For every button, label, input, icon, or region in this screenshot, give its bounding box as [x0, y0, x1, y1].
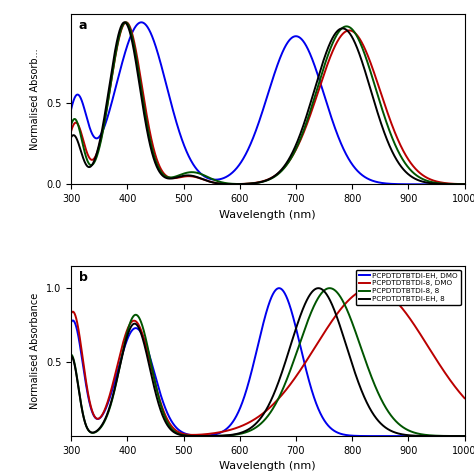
- Y-axis label: Normalised Absorb...: Normalised Absorb...: [30, 48, 40, 150]
- PCPDTDTBTDI-8, 8: [378, 396, 384, 402]
- PCPDTDTBTDI-EH, DMO: [276, 285, 282, 291]
- PCPDTDTBTDI-8, DMO: [462, 395, 467, 401]
- PCPDTDTBTDI-EH, DMO: [68, 319, 74, 325]
- Text: a: a: [79, 19, 88, 32]
- PCPDTDTBTDI-8, DMO: [249, 418, 255, 424]
- PCPDTDTBTDI-8, DMO: [378, 287, 384, 293]
- PCPDTDTBTDI-8, DMO: [88, 405, 94, 410]
- PCPDTDTBTDI-EH, 8: [378, 421, 384, 427]
- PCPDTDTBTDI-8, 8: [68, 352, 74, 357]
- PCPDTDTBTDI-8, 8: [450, 433, 456, 439]
- Legend: PCPDTDTBTDI-EH, DMO, PCPDTDTBTDI-8, DMO, PCPDTDTBTDI-8, 8, PCPDTDTBTDI-EH, 8: PCPDTDTBTDI-EH, DMO, PCPDTDTBTDI-8, DMO,…: [356, 270, 461, 305]
- Y-axis label: Normalised Absorbance: Normalised Absorbance: [30, 293, 40, 409]
- PCPDTDTBTDI-8, DMO: [369, 285, 374, 291]
- PCPDTDTBTDI-8, 8: [327, 285, 333, 291]
- PCPDTDTBTDI-8, 8: [462, 433, 467, 439]
- Line: PCPDTDTBTDI-8, DMO: PCPDTDTBTDI-8, DMO: [71, 288, 465, 435]
- PCPDTDTBTDI-EH, 8: [88, 429, 94, 435]
- Line: PCPDTDTBTDI-EH, 8: PCPDTDTBTDI-EH, 8: [71, 288, 465, 436]
- PCPDTDTBTDI-EH, 8: [462, 433, 467, 439]
- X-axis label: Wavelength (nm): Wavelength (nm): [219, 210, 316, 219]
- PCPDTDTBTDI-EH, 8: [68, 353, 74, 359]
- PCPDTDTBTDI-8, DMO: [68, 310, 74, 316]
- PCPDTDTBTDI-EH, DMO: [450, 433, 456, 439]
- PCPDTDTBTDI-EH, 8: [260, 413, 265, 419]
- PCPDTDTBTDI-EH, DMO: [450, 433, 456, 439]
- PCPDTDTBTDI-8, 8: [450, 433, 456, 439]
- PCPDTDTBTDI-EH, DMO: [378, 433, 384, 439]
- PCPDTDTBTDI-8, 8: [260, 419, 265, 425]
- PCPDTDTBTDI-8, DMO: [450, 382, 456, 387]
- PCPDTDTBTDI-EH, 8: [450, 433, 456, 439]
- PCPDTDTBTDI-EH, 8: [249, 424, 255, 430]
- PCPDTDTBTDI-8, DMO: [190, 432, 196, 438]
- Text: b: b: [79, 271, 88, 284]
- PCPDTDTBTDI-8, DMO: [451, 382, 456, 388]
- PCPDTDTBTDI-EH, DMO: [88, 406, 94, 412]
- PCPDTDTBTDI-8, DMO: [260, 411, 265, 417]
- PCPDTDTBTDI-EH, DMO: [260, 324, 265, 330]
- PCPDTDTBTDI-EH, 8: [450, 433, 456, 439]
- PCPDTDTBTDI-EH, 8: [316, 285, 321, 291]
- PCPDTDTBTDI-EH, DMO: [462, 433, 467, 439]
- PCPDTDTBTDI-8, 8: [88, 430, 94, 436]
- Line: PCPDTDTBTDI-8, 8: PCPDTDTBTDI-8, 8: [71, 288, 465, 436]
- PCPDTDTBTDI-8, 8: [249, 427, 255, 433]
- X-axis label: Wavelength (nm): Wavelength (nm): [219, 461, 316, 471]
- PCPDTDTBTDI-EH, DMO: [249, 367, 255, 373]
- Line: PCPDTDTBTDI-EH, DMO: PCPDTDTBTDI-EH, DMO: [71, 288, 465, 436]
